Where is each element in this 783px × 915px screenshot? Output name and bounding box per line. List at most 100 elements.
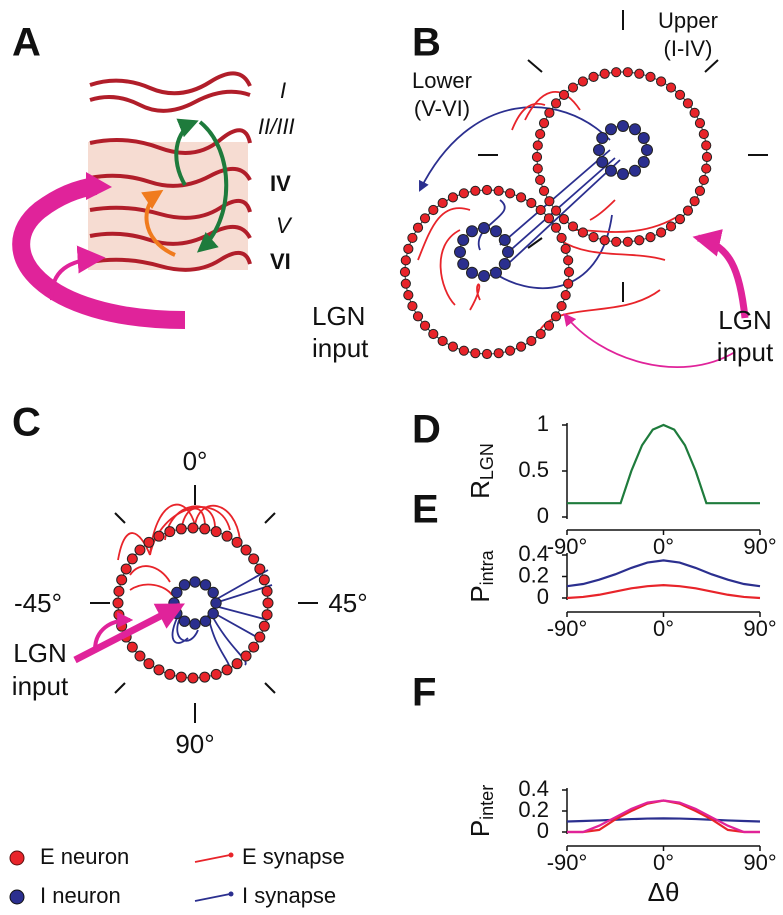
neuron (258, 574, 270, 586)
y-tick-label: 0 (537, 584, 549, 609)
neuron (261, 609, 273, 621)
neuron (481, 184, 493, 196)
e-synapses (417, 91, 681, 331)
neuron (134, 544, 146, 556)
neuron (261, 585, 273, 597)
neuron (550, 98, 562, 109)
y-axis-label-main: R (465, 480, 495, 499)
neuron (478, 270, 490, 282)
group-label: Lower (412, 68, 472, 93)
loop-arrow (174, 118, 199, 187)
y-tick-label: 0 (537, 818, 549, 843)
neuron (466, 225, 478, 238)
neuron (187, 522, 199, 534)
neuron (400, 255, 411, 266)
neuron (400, 278, 411, 289)
data-line (566, 583, 761, 600)
y-axis-label-sub: LGN (477, 443, 497, 480)
neuron (399, 266, 411, 278)
neuron (698, 128, 709, 140)
neuron (153, 530, 165, 542)
x-tick-label: 0° (653, 850, 674, 875)
neuron (637, 132, 650, 144)
neuron (577, 227, 588, 238)
neuron (419, 320, 431, 331)
neuron (457, 258, 470, 270)
neuron (588, 231, 599, 243)
neuron (466, 266, 478, 279)
panel-label: E (412, 488, 439, 532)
neuron (199, 671, 211, 683)
neuron (689, 196, 700, 207)
neuron (634, 68, 645, 79)
neuron (407, 300, 418, 312)
neuron (403, 243, 414, 254)
neuron (254, 631, 266, 643)
neuron (262, 597, 274, 609)
input-label: input (717, 337, 774, 367)
neuron (588, 71, 599, 83)
neuron (143, 658, 155, 670)
legend-swatch (194, 893, 231, 902)
neuron (611, 236, 622, 247)
neuron (113, 609, 125, 621)
neuron (164, 526, 176, 538)
x-tick-label: -90° (547, 616, 588, 641)
neuron (556, 300, 567, 312)
neuron (458, 345, 469, 356)
y-axis-label-main: P (465, 585, 495, 602)
neuron (153, 664, 165, 676)
neuron (543, 213, 555, 224)
neuron (207, 586, 219, 599)
neuron (490, 225, 502, 238)
neuron (248, 553, 260, 565)
group-label: (I-IV) (664, 36, 713, 61)
y-tick-label: 0.2 (518, 797, 549, 822)
layer-lines (89, 71, 252, 272)
panel-label: F (412, 671, 436, 715)
layer-label: II/III (258, 114, 295, 139)
neuron (493, 185, 504, 196)
y-axis-label: Pinter (465, 785, 497, 837)
lgn-arrow-head (86, 172, 112, 200)
neuron (207, 607, 219, 620)
y-tick-label: 0.5 (518, 457, 549, 482)
neuron (694, 118, 706, 129)
legend-swatch (228, 891, 234, 897)
neuron (126, 641, 138, 653)
lgn-arrow-thin (93, 612, 134, 651)
neuron (535, 204, 546, 216)
data-line (566, 817, 761, 823)
panel-label: A (12, 21, 41, 65)
neuron (248, 641, 260, 653)
neuron (634, 235, 645, 246)
neuron (674, 89, 686, 100)
x-tick-label: 90° (743, 850, 776, 875)
panel-label: D (412, 408, 441, 452)
neuron (701, 151, 713, 163)
group-label: Upper (658, 8, 718, 33)
neuron (171, 586, 183, 599)
neuron (231, 658, 243, 670)
neuron (617, 168, 629, 180)
neuron (447, 341, 459, 352)
y-tick-label: 1 (537, 411, 549, 436)
neuron (437, 197, 448, 209)
neuron (187, 672, 199, 684)
neuron (175, 523, 187, 535)
neuron (120, 563, 132, 575)
neuron (665, 82, 677, 93)
neuron (240, 650, 252, 662)
neuron (199, 579, 212, 591)
neuron (645, 71, 656, 83)
neuron (531, 151, 543, 163)
input-label: LGN (312, 301, 365, 331)
input-label: input (312, 333, 369, 363)
legend-label: I neuron (40, 883, 121, 908)
neuron (641, 144, 653, 156)
neuron (221, 530, 233, 542)
lgn-arrow-thin (49, 245, 106, 301)
neuron (538, 185, 550, 196)
neuron (454, 246, 466, 258)
neuron-rings (112, 522, 274, 684)
